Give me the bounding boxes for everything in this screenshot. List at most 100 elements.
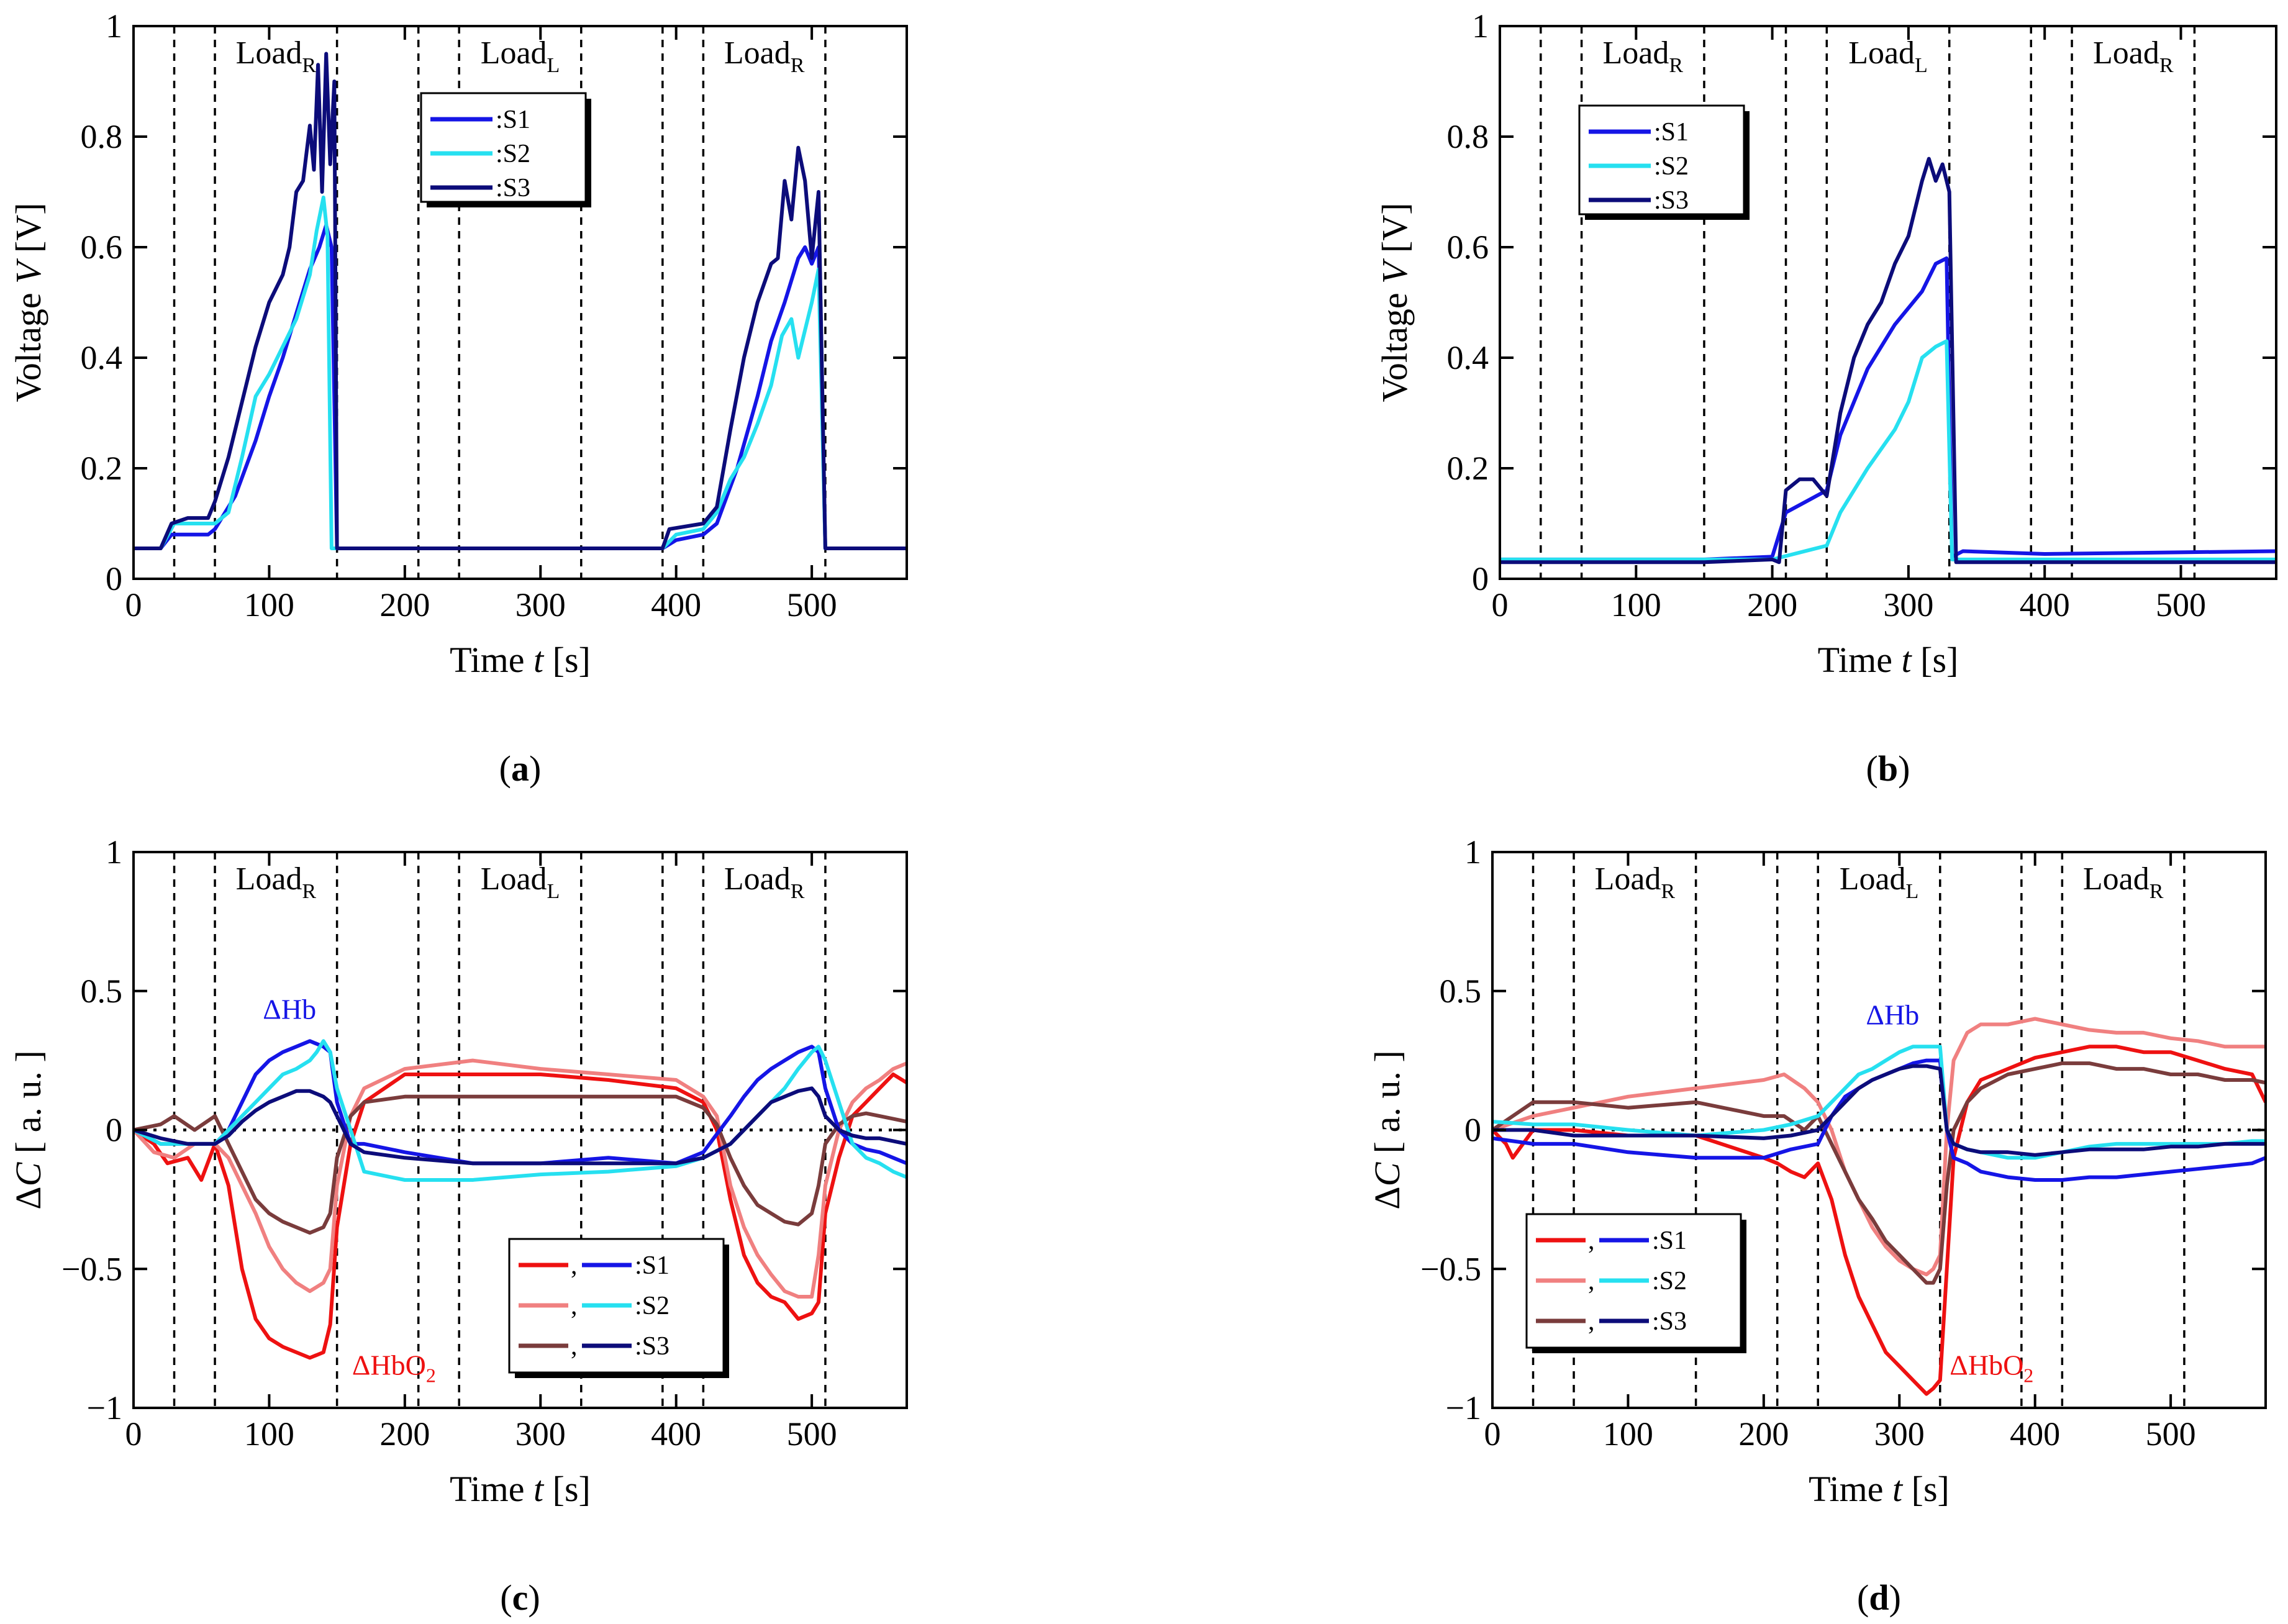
legend-comma: , [571, 1292, 578, 1320]
annotation-delta-hbo: ΔHbO2 [1950, 1349, 2033, 1386]
legend-label: :S1 [635, 1251, 670, 1280]
annotation-delta-hb: ΔHb [263, 994, 316, 1025]
x-tick-label: 400 [2010, 1415, 2060, 1453]
x-tick-label: 200 [1747, 586, 1797, 624]
x-tick-label: 100 [244, 586, 294, 624]
legend-comma: , [1588, 1307, 1595, 1336]
region-label-load-l: LoadL [1840, 861, 1919, 903]
legend-comma: , [1588, 1267, 1595, 1295]
x-tick-label: 100 [1611, 586, 1661, 624]
y-tick-label: 0.5 [81, 973, 123, 1010]
x-tick-label: 300 [515, 1415, 566, 1453]
panel-a: 0 100 200 300 400 500 0 0.2 0.4 0.6 0.8 1 Time t [s]… [8, 7, 908, 789]
region-label-load-l: LoadL [481, 861, 560, 903]
legend-comma: , [571, 1332, 578, 1361]
x-tick-label: 0 [125, 1415, 142, 1453]
legend-label: :S3 [635, 1332, 670, 1361]
series-line-s1-hb [134, 1039, 907, 1166]
legend-label: :S1 [1654, 118, 1689, 147]
panel-d: 0 100 200 300 400 500 −1 −0.5 0 0.5 1 Time t [s] ΔC … [1367, 833, 2267, 1618]
y-tick-label: 0.6 [81, 229, 123, 266]
y-tick-label: 1 [106, 833, 122, 871]
y-tick-label: 0 [1464, 1112, 1481, 1149]
x-tick-label: 0 [1492, 586, 1509, 624]
series-line-s3 [1500, 157, 2276, 565]
legend: :S1:S2:S3 [420, 92, 591, 207]
y-tick-label: 0 [1472, 560, 1489, 597]
annotation-delta-hbo: ΔHbO2 [352, 1349, 436, 1386]
y-axis-label: Voltage V [V] [1374, 202, 1415, 402]
series-line-s3 [134, 52, 907, 550]
y-axis-label: Voltage V [V] [8, 202, 48, 402]
x-tick-label: 200 [1738, 1415, 1789, 1453]
series-line-s2-hbo2 [134, 1058, 907, 1299]
y-tick-label: −1 [87, 1389, 122, 1427]
plot-frame [132, 25, 908, 580]
region-label-load-r: LoadR [1595, 861, 1676, 903]
y-axis-label: ΔC [ a. u. ] [8, 1050, 48, 1209]
series-line-s3-hbo2 [1492, 1061, 2266, 1285]
x-tick-label: 300 [1874, 1415, 1925, 1453]
x-axis-label: Time t [s] [450, 640, 591, 680]
panel-b: 0 100 200 300 400 500 0 0.2 0.4 0.6 0.8 1 Time t [s]… [1374, 7, 2277, 789]
y-tick-label: 0 [106, 1112, 122, 1149]
legend-label: :S2 [1652, 1267, 1687, 1295]
x-tick-label: 100 [1603, 1415, 1653, 1453]
x-tick-label: 500 [787, 1415, 837, 1453]
legend-label: :S2 [635, 1292, 670, 1320]
region-label-load-l: LoadL [1848, 35, 1928, 77]
y-tick-label: 1 [1464, 833, 1481, 871]
y-tick-label: 0 [106, 560, 122, 597]
series-line-s1 [134, 223, 907, 550]
region-label-load-l: LoadL [481, 35, 560, 77]
y-tick-label: 1 [1472, 7, 1489, 45]
panel-label: (c) [500, 1577, 540, 1618]
panel-label: (a) [499, 748, 542, 789]
x-tick-label: 500 [2146, 1415, 2196, 1453]
panel-label: (d) [1857, 1577, 1901, 1618]
x-axis-label: Time t [s] [450, 1469, 591, 1509]
y-tick-label: −1 [1446, 1389, 1481, 1427]
legend: :S1 :S2 :S3 [1578, 104, 1750, 220]
series-line-s2-hbo2 [1492, 1017, 2266, 1277]
x-tick-label: 100 [244, 1415, 294, 1453]
region-label-load-r: LoadR [236, 861, 317, 903]
x-tick-label: 400 [2020, 586, 2070, 624]
y-tick-label: 0.8 [1447, 118, 1489, 155]
y-tick-label: 0.8 [81, 118, 123, 155]
region-label-load-r: LoadR [724, 861, 805, 903]
series-line-s3-hb [1492, 1064, 2266, 1157]
legend-label: :S2 [1654, 152, 1689, 181]
x-tick-label: 400 [651, 586, 701, 624]
x-tick-label: 500 [787, 586, 837, 624]
region-label-load-r: LoadR [1602, 35, 1683, 77]
y-tick-label: −0.5 [61, 1250, 122, 1287]
region-label-load-r: LoadR [724, 35, 805, 77]
y-tick-label: −0.5 [1420, 1250, 1481, 1287]
region-label-load-r: LoadR [236, 35, 317, 77]
x-tick-label: 300 [515, 586, 566, 624]
series-line-s2-hb [1492, 1045, 2266, 1160]
legend-label: :S3 [1652, 1307, 1687, 1336]
x-tick-label: 300 [1883, 586, 1933, 624]
y-tick-label: 0.2 [1447, 450, 1489, 487]
x-tick-label: 200 [379, 586, 430, 624]
y-tick-label: 1 [106, 7, 122, 45]
x-axis-label: Time t [s] [1818, 640, 1959, 680]
legend-label: :S3 [1654, 186, 1689, 215]
series-line-s2-hb [134, 1039, 907, 1182]
series-line-s1 [1500, 256, 2276, 561]
x-axis-label: Time t [s] [1809, 1469, 1950, 1509]
plot-frame [1499, 25, 2277, 580]
y-tick-label: 0.2 [81, 450, 123, 487]
legend-label: :S1 [496, 106, 530, 134]
series-line-s1-hbo2 [134, 1073, 907, 1360]
annotation-delta-hb: ΔHb [1866, 999, 1919, 1030]
legend-label: :S1 [1652, 1227, 1687, 1255]
y-tick-label: 0.5 [1440, 973, 1482, 1010]
region-label-load-r: LoadR [2083, 861, 2164, 903]
y-tick-label: 0.4 [81, 339, 123, 376]
y-axis-label: ΔC [ a. u. ] [1367, 1050, 1407, 1209]
legend-label: :S2 [496, 140, 530, 168]
